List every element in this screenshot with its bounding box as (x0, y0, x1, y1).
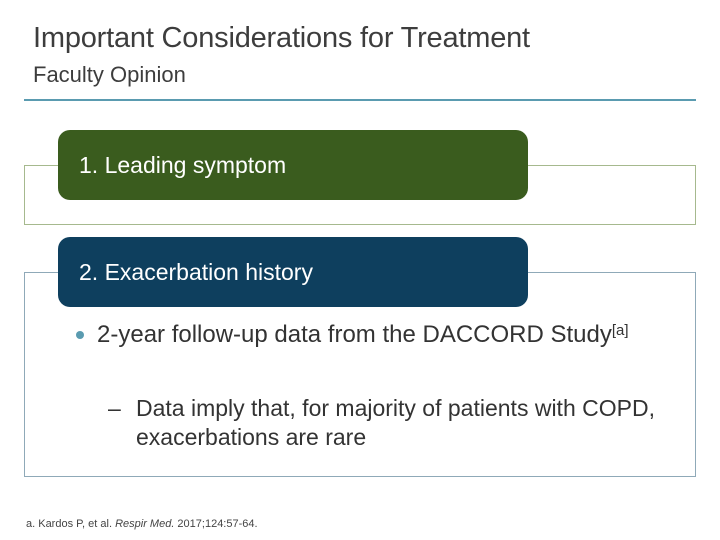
footnote: a. Kardos P, et al. Respir Med. 2017;124… (26, 518, 258, 530)
bullet-item: 2-year follow-up data from the DACCORD S… (76, 320, 676, 350)
section-2-label: 2. Exacerbation history (79, 258, 313, 285)
section-2-header: 2. Exacerbation history (58, 237, 528, 307)
footnote-suffix: 2017;124:57-64. (174, 518, 258, 530)
bullet-dot-icon (76, 331, 84, 339)
section-1-label: 1. Leading symptom (79, 151, 287, 178)
section-1-header: 1. Leading symptom (58, 130, 528, 200)
sub-bullet-item: – Data imply that, for majority of patie… (108, 394, 668, 452)
bullet-text: 2-year follow-up data from the DACCORD S… (97, 321, 612, 348)
slide-title: Important Considerations for Treatment (33, 22, 530, 54)
sub-bullet-text: Data imply that, for majority of patient… (136, 395, 655, 450)
title-divider (24, 99, 696, 101)
footnote-prefix: a. Kardos P, et al. (26, 518, 116, 530)
footnote-journal: Respir Med. (115, 518, 175, 530)
dash-marker: – (108, 395, 121, 421)
citation-marker: [a] (611, 322, 629, 339)
slide-subtitle: Faculty Opinion (33, 62, 186, 87)
